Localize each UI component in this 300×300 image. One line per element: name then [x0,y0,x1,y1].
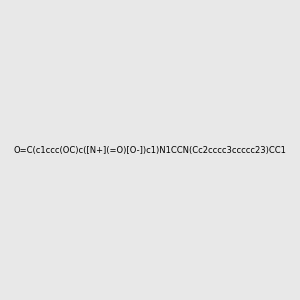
Text: O=C(c1ccc(OC)c([N+](=O)[O-])c1)N1CCN(Cc2cccc3ccccc23)CC1: O=C(c1ccc(OC)c([N+](=O)[O-])c1)N1CCN(Cc2… [14,146,286,154]
